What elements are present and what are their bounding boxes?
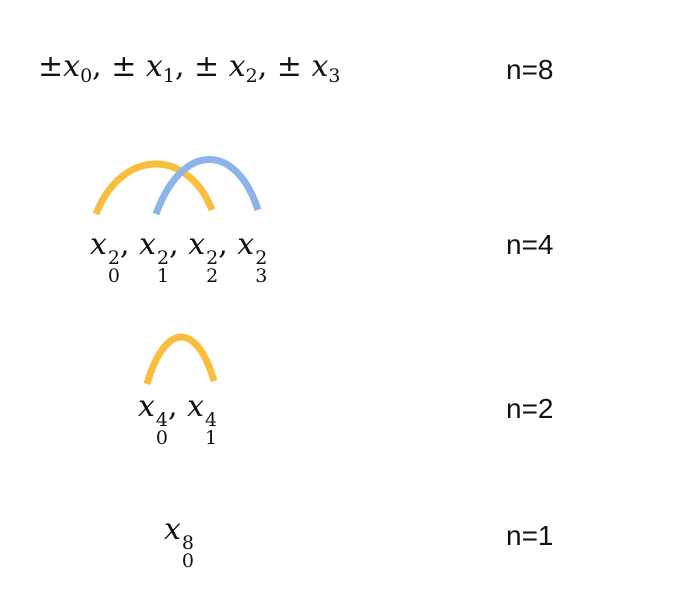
expression-n8: ±x0, ± x1, ± x2, ± x3 (38, 49, 341, 88)
level-label-n1: n=1 (506, 520, 554, 551)
orange-arc-pair-x0-x2 (92, 160, 216, 216)
plus-minus-symbol: ± (111, 49, 137, 84)
plus-minus-symbol: ± (276, 49, 302, 84)
plus-minus-symbol: ± (38, 49, 64, 84)
plus-minus-symbol: ± (194, 49, 220, 84)
level-label-n4: n=4 (506, 229, 554, 260)
orange-arc-pair-x0-x1 (143, 333, 218, 385)
level-label-n2: n=2 (506, 393, 554, 424)
blue-arc-pair-x1-x3 (152, 156, 262, 216)
level-label-n8: n=8 (506, 54, 554, 85)
